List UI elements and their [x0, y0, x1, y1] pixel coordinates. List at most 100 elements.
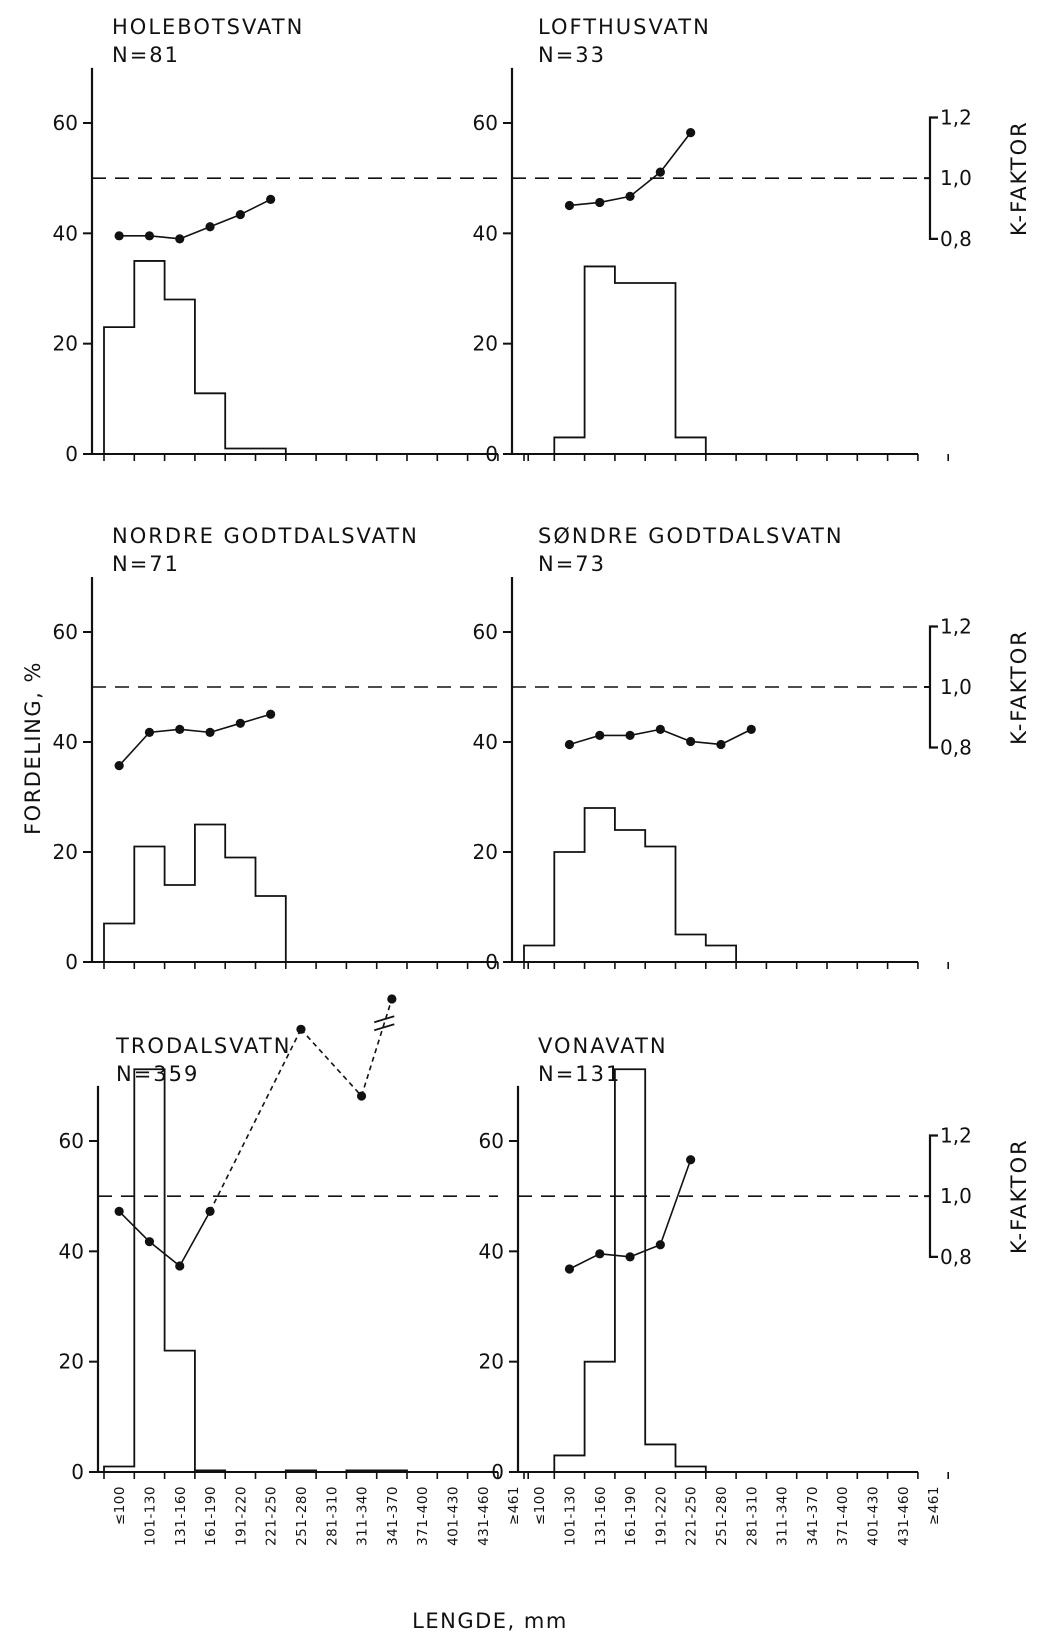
panel-6: VONAVATN N=131 0 20 40 60 ≤100 101-130 131-160 16…	[479, 1034, 1031, 1546]
x-tick-label: 191-220	[233, 1486, 249, 1546]
x-tick-label: 311-340	[355, 1486, 371, 1546]
k-factor-segment	[179, 1210, 211, 1267]
x-tick-label: 281-310	[744, 1486, 760, 1546]
k-factor-point	[595, 197, 605, 208]
panel-5: TRODALSVATN N=359 0 20 40 60 ≤100 101-130 131-16…	[59, 994, 530, 1546]
k-factor-segment	[148, 1241, 181, 1267]
k-factor-point	[144, 727, 155, 737]
k-tick-label: 1,2	[940, 1123, 972, 1147]
k-factor-point	[686, 128, 696, 138]
k-factor-segment	[118, 731, 151, 767]
panel-sample-size: N=81	[112, 43, 180, 67]
y-tick-label: 40	[59, 1239, 84, 1263]
histogram-outline	[103, 260, 287, 454]
y-tick-label: 60	[53, 111, 78, 135]
k-factor-point	[625, 1252, 635, 1262]
k-factor-point	[387, 994, 397, 1004]
x-tick-label: 371-400	[835, 1486, 851, 1546]
x-tick-label: 101-130	[562, 1486, 578, 1546]
axis-break-mark	[374, 1023, 395, 1032]
k-factor-point	[595, 1249, 605, 1259]
y-tick-label: 0	[65, 950, 78, 974]
k-factor-point	[205, 727, 215, 737]
panel-title: SØNDRE GODTDALSVATN	[538, 524, 844, 548]
panel-3: NORDRE GODTDALSVATN N=71 0 20 40 60	[53, 524, 530, 974]
k-tick-label: 1,0	[940, 675, 972, 699]
k-factor-segment	[569, 201, 600, 207]
k-factor-segment	[209, 722, 241, 734]
k-factor-axis-label: K-FAKTOR	[1007, 629, 1031, 745]
k-factor-point	[114, 1206, 124, 1216]
k-factor-point	[175, 234, 185, 244]
x-tick-label: 371-400	[415, 1486, 431, 1546]
y-tick-label: 20	[473, 332, 498, 356]
y-tick-label: 0	[491, 1460, 504, 1484]
k-factor-segment-dashed	[209, 1028, 302, 1212]
k-factor-segment	[569, 734, 600, 746]
k-tick-label: 0,8	[940, 227, 972, 251]
panel-title: TRODALSVATN	[115, 1034, 291, 1058]
histogram-outline	[553, 1068, 707, 1472]
y-tick-label: 0	[71, 1460, 84, 1484]
y-axis-label: FORDELING, %	[21, 661, 45, 835]
k-factor-point	[235, 718, 245, 728]
x-tick-label: 431-460	[476, 1486, 492, 1546]
panel-title: LOFTHUSVATN	[538, 15, 711, 39]
y-tick-label: 60	[53, 620, 78, 644]
x-tick-label: ≤100	[532, 1486, 548, 1525]
histogram-outline	[103, 1068, 408, 1473]
k-factor-segment	[209, 213, 241, 228]
k-factor-point	[296, 1024, 306, 1034]
x-tick-label: 401-430	[865, 1486, 881, 1546]
k-factor-axis-label: K-FAKTOR	[1007, 1138, 1031, 1254]
k-factor-point	[356, 1091, 367, 1101]
x-tick-label: 131-160	[593, 1486, 609, 1546]
x-tick-label: 251-280	[714, 1486, 730, 1546]
k-factor-segment	[149, 728, 180, 734]
x-tick-label: 221-250	[684, 1486, 700, 1546]
k-factor-point	[266, 194, 276, 205]
y-tick-label: 60	[59, 1129, 84, 1153]
panel-title: HOLEBOTSVATN	[112, 15, 304, 39]
y-tick-label: 20	[53, 840, 78, 864]
x-tick-label: 341-370	[805, 1486, 821, 1546]
k-tick-label: 1,2	[940, 615, 972, 639]
k-factor-point	[205, 222, 215, 232]
k-factor-point	[595, 730, 605, 741]
k-axis-bracket	[928, 625, 938, 749]
histogram-outline	[553, 265, 707, 454]
k-factor-point	[625, 730, 635, 741]
y-tick-label: 60	[473, 111, 498, 135]
k-factor-segment	[569, 1253, 601, 1270]
k-factor-segment	[629, 1243, 661, 1258]
k-factor-point	[144, 231, 155, 241]
panel-sample-size: N=71	[112, 552, 180, 576]
x-tick-label: 101-130	[142, 1486, 158, 1546]
x-tick-label: 221-250	[264, 1486, 280, 1546]
k-factor-point	[686, 1155, 696, 1165]
x-tick-label: 431-460	[896, 1486, 912, 1546]
k-factor-segment-dashed	[300, 1028, 363, 1097]
y-tick-label: 40	[53, 221, 78, 245]
k-factor-point	[175, 1261, 185, 1271]
k-factor-point	[625, 191, 635, 201]
k-factor-axis-label: K-FAKTOR	[1007, 120, 1031, 236]
panel-sample-size: N=359	[116, 1062, 199, 1086]
k-factor-point	[746, 724, 756, 734]
x-tick-label: ≥461	[926, 1486, 942, 1525]
histogram-outline	[523, 807, 737, 962]
y-tick-label: 0	[485, 442, 498, 466]
k-factor-point	[655, 1240, 665, 1250]
k-factor-segment	[118, 1210, 151, 1243]
k-factor-segment	[629, 171, 661, 197]
k-factor-point	[144, 1237, 155, 1247]
k-factor-point	[114, 231, 124, 241]
k-factor-segment	[179, 225, 211, 240]
x-tick-label: 161-190	[623, 1486, 639, 1546]
x-tick-label: 161-190	[203, 1486, 219, 1546]
k-factor-point	[564, 739, 575, 750]
k-factor-point	[655, 167, 665, 177]
k-axis-bracket	[928, 116, 938, 240]
k-factor-segment	[720, 728, 752, 746]
